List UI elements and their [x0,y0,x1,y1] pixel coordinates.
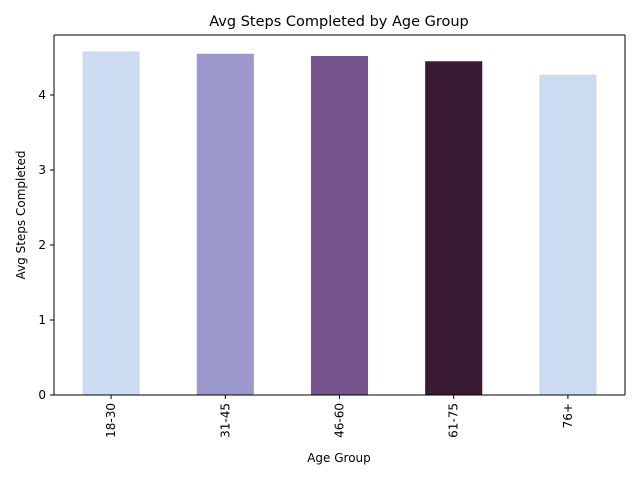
x-tick-label-31-45: 31-45 [218,403,232,438]
bar-31-45 [196,53,254,395]
chart-title: Avg Steps Completed by Age Group [209,14,469,30]
plot-area: 0 1 2 3 4 18-30 31-45 46-60 61-75 76+ [38,34,626,438]
y-tick-label-3: 3 [38,163,46,177]
x-tick-label-18-30: 18-30 [104,403,118,438]
bar-46-60 [310,56,369,395]
y-axis-label: Avg Steps Completed [14,151,28,280]
y-tick-label-1: 1 [38,313,46,327]
y-tick-label-2: 2 [38,238,46,252]
x-tick-label-76+: 76+ [561,403,575,428]
bar-76+ [539,74,597,395]
y-tick-label-0: 0 [38,388,46,402]
y-tick-label-4: 4 [38,88,46,102]
x-tick-label-61-75: 61-75 [447,403,461,438]
bar-61-75 [425,61,483,395]
x-tick-label-46-60: 46-60 [333,403,347,438]
bar-18-30 [82,51,140,395]
x-axis-label: Age Group [307,451,371,465]
